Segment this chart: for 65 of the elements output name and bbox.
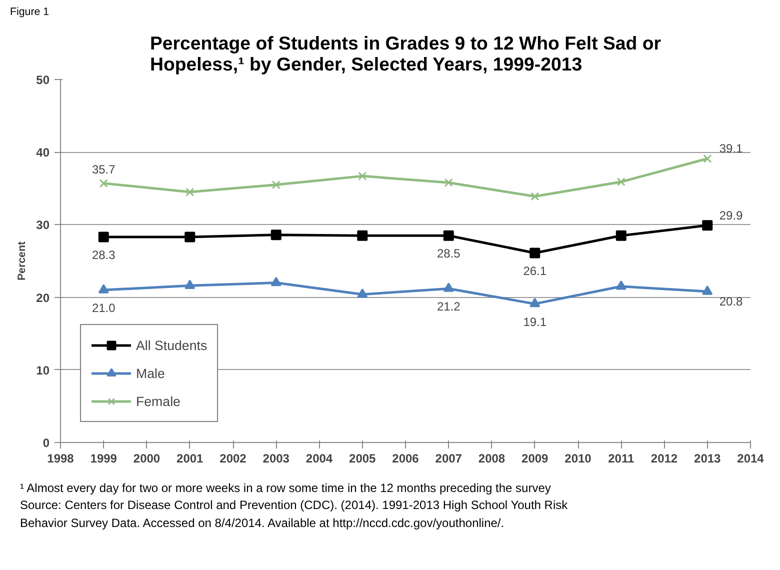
legend-label: Female [136,394,180,409]
point [270,230,282,240]
x-tick-label: 2009 [522,452,549,466]
legend-label: Male [136,366,165,381]
x-tick-label: 2012 [650,452,678,466]
point [702,220,713,231]
point [616,178,626,186]
point [616,230,626,242]
x-tick-label: 2014 [737,452,764,466]
point [270,277,282,286]
y-tick-label: 10 [36,364,50,378]
point [702,286,713,296]
point [99,179,108,188]
caption: Figure 1 [10,5,50,20]
x-tick-label: 2007 [435,452,462,466]
data-label: 26.1 [523,264,547,278]
text: ¹ Almost every day for two or more weeks in a row some time in the 12 months preceding the survey [20,481,551,496]
data-label: 21.2 [436,300,461,314]
y-tick-label: 40 [36,146,50,160]
data-label: 39.1 [719,142,744,156]
y-axis-title: Percent [16,241,28,281]
point [616,280,626,290]
point [98,232,109,243]
point [703,154,712,164]
x-tick-label: 2005 [349,452,376,466]
y-tick-label: 0 [42,436,50,450]
x-tick-label: 2013 [694,452,722,466]
x-tick-label: 2003 [262,452,290,466]
point [530,248,540,258]
point [358,172,367,181]
source-note: Source: Centers for Disease Control and Prevention (CDC). (2014). 1991-2013 High School Youth Risk Behavior Survey Data. Accessed on 8/4/2014. Available at http://nccd.cdc.gov/youthonline/. [20,498,568,530]
chart-title: Percentage of Students in Grades 9 to 12 Who Felt Sad or Hopeless,¹ by Gender, Selected Years, 1999-2013 [150,32,662,75]
x-tick-label: 2006 [392,452,420,466]
point [98,284,109,294]
legend-label: All Students [136,338,208,353]
point [357,230,368,242]
x-tick-label: 2008 [478,452,506,466]
x-tick-label: 2004 [306,452,333,466]
y-tick-label: 20 [36,291,50,306]
x-tick-label: 2010 [564,452,592,466]
point [530,298,540,308]
data-label: 28.5 [436,246,461,261]
point [443,282,454,292]
x-tick-label: 2000 [133,452,160,466]
data-label: 21.0 [92,301,116,316]
y-tick-label: 30 [36,218,50,232]
x-tick-label: 1998 [47,452,74,466]
point [272,180,280,190]
point [186,188,194,197]
point [357,288,368,298]
point [443,230,454,242]
data-label: 29.9 [719,208,744,223]
point [184,280,196,290]
data-label: 19.1 [523,315,547,330]
data-label: 28.3 [92,248,116,262]
point [530,192,540,201]
x-tick-label: 1999 [90,452,118,466]
x-tick-label: 2001 [176,452,204,466]
data-label: 20.8 [719,294,744,309]
data-label: 35.7 [92,162,116,177]
point [444,178,453,188]
x-tick-label: 2011 [608,452,634,466]
point [184,232,196,243]
y-tick-label: 50 [36,73,50,88]
x-tick-label: 2002 [220,452,247,466]
